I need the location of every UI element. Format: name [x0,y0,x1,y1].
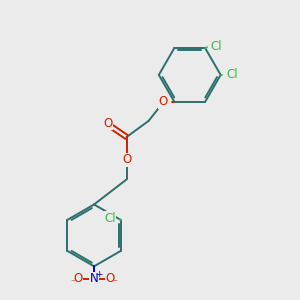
Text: Cl: Cl [226,68,238,81]
Text: O: O [106,272,115,285]
Text: O: O [159,95,168,108]
Text: N: N [90,272,98,285]
Text: Cl: Cl [104,212,116,225]
Text: ⁻: ⁻ [70,278,76,288]
Text: O: O [73,272,83,285]
Text: +: + [95,270,103,279]
Text: ⁻: ⁻ [112,278,118,288]
Text: O: O [103,117,113,130]
Text: Cl: Cl [211,40,222,53]
Text: O: O [122,153,131,166]
